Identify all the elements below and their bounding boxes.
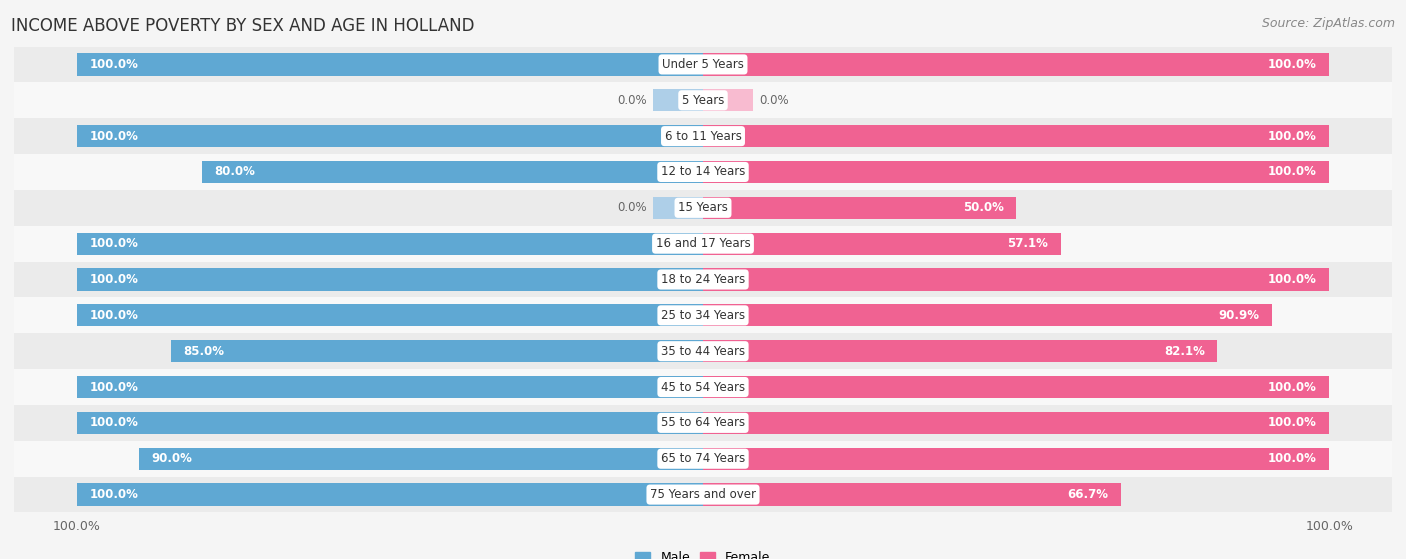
Text: 6 to 11 Years: 6 to 11 Years <box>665 130 741 143</box>
Bar <box>14 154 1392 190</box>
Text: 35 to 44 Years: 35 to 44 Years <box>661 345 745 358</box>
Text: 100.0%: 100.0% <box>89 130 138 143</box>
Text: 0.0%: 0.0% <box>617 201 647 214</box>
Bar <box>703 197 1017 219</box>
Bar <box>77 53 703 75</box>
Bar <box>202 161 703 183</box>
Text: 12 to 14 Years: 12 to 14 Years <box>661 165 745 178</box>
Bar <box>14 297 1392 333</box>
Bar <box>77 304 703 326</box>
Text: 90.9%: 90.9% <box>1219 309 1260 322</box>
Bar <box>14 369 1392 405</box>
Bar <box>14 333 1392 369</box>
Bar <box>14 46 1392 82</box>
Text: 50.0%: 50.0% <box>963 201 1004 214</box>
Bar <box>77 268 703 291</box>
Bar <box>14 118 1392 154</box>
Bar <box>14 190 1392 226</box>
Bar <box>703 304 1272 326</box>
Text: 80.0%: 80.0% <box>215 165 256 178</box>
Text: 100.0%: 100.0% <box>89 58 138 71</box>
Bar <box>77 376 703 398</box>
Text: 45 to 54 Years: 45 to 54 Years <box>661 381 745 394</box>
Text: 100.0%: 100.0% <box>1268 58 1317 71</box>
Text: Under 5 Years: Under 5 Years <box>662 58 744 71</box>
Text: 15 Years: 15 Years <box>678 201 728 214</box>
Text: 100.0%: 100.0% <box>89 488 138 501</box>
Bar <box>703 340 1218 362</box>
Text: 100.0%: 100.0% <box>1268 381 1317 394</box>
Text: 100.0%: 100.0% <box>1268 416 1317 429</box>
Bar <box>703 53 1329 75</box>
Bar <box>703 412 1329 434</box>
Text: 55 to 64 Years: 55 to 64 Years <box>661 416 745 429</box>
Bar <box>703 268 1329 291</box>
Bar <box>703 484 1121 506</box>
Bar <box>14 477 1392 513</box>
Bar <box>77 125 703 147</box>
Text: 0.0%: 0.0% <box>617 94 647 107</box>
Text: 16 and 17 Years: 16 and 17 Years <box>655 237 751 250</box>
Text: 75 Years and over: 75 Years and over <box>650 488 756 501</box>
Bar <box>14 441 1392 477</box>
Text: 100.0%: 100.0% <box>89 237 138 250</box>
Bar <box>139 448 703 470</box>
Text: 85.0%: 85.0% <box>183 345 224 358</box>
Bar <box>703 161 1329 183</box>
Text: Source: ZipAtlas.com: Source: ZipAtlas.com <box>1261 17 1395 30</box>
Text: 90.0%: 90.0% <box>152 452 193 465</box>
Text: 100.0%: 100.0% <box>89 309 138 322</box>
Text: 25 to 34 Years: 25 to 34 Years <box>661 309 745 322</box>
Text: 57.1%: 57.1% <box>1007 237 1047 250</box>
Text: 18 to 24 Years: 18 to 24 Years <box>661 273 745 286</box>
Bar <box>77 484 703 506</box>
Bar <box>14 82 1392 118</box>
Text: 5 Years: 5 Years <box>682 94 724 107</box>
Bar <box>170 340 703 362</box>
Text: 100.0%: 100.0% <box>89 273 138 286</box>
Bar <box>652 197 703 219</box>
Bar <box>14 262 1392 297</box>
Text: 100.0%: 100.0% <box>89 381 138 394</box>
Text: INCOME ABOVE POVERTY BY SEX AND AGE IN HOLLAND: INCOME ABOVE POVERTY BY SEX AND AGE IN H… <box>11 17 475 35</box>
Bar <box>77 412 703 434</box>
Text: 100.0%: 100.0% <box>1268 452 1317 465</box>
Text: 0.0%: 0.0% <box>759 94 789 107</box>
Text: 100.0%: 100.0% <box>1268 273 1317 286</box>
Bar <box>703 233 1060 255</box>
Text: 100.0%: 100.0% <box>1268 165 1317 178</box>
Text: 82.1%: 82.1% <box>1164 345 1205 358</box>
Text: 66.7%: 66.7% <box>1067 488 1108 501</box>
Bar <box>703 125 1329 147</box>
Bar <box>703 89 754 111</box>
Text: 65 to 74 Years: 65 to 74 Years <box>661 452 745 465</box>
Bar <box>652 89 703 111</box>
Legend: Male, Female: Male, Female <box>636 551 770 559</box>
Bar <box>14 226 1392 262</box>
Bar <box>703 448 1329 470</box>
Bar <box>14 405 1392 441</box>
Bar <box>77 233 703 255</box>
Text: 100.0%: 100.0% <box>1268 130 1317 143</box>
Text: 100.0%: 100.0% <box>89 416 138 429</box>
Bar <box>703 376 1329 398</box>
